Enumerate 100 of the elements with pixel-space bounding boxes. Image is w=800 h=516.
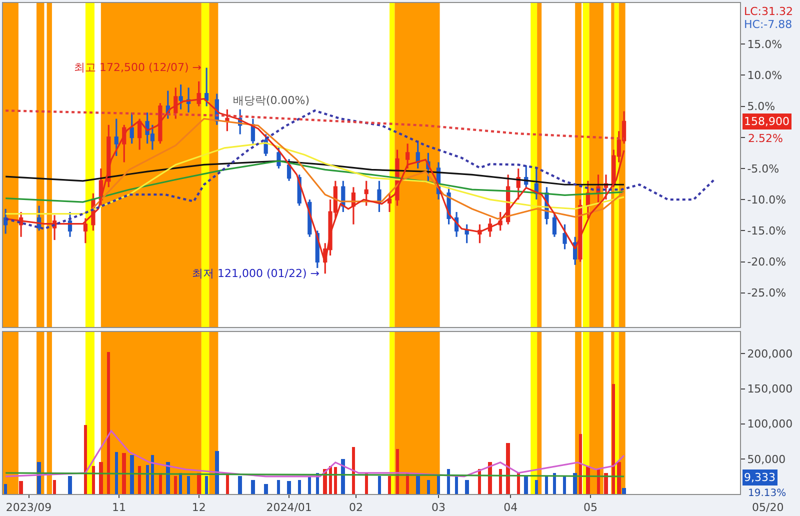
candlestick: [341, 180, 346, 213]
y-tick-label: 50,000: [747, 452, 786, 466]
candlestick: [464, 224, 469, 244]
candlestick: [83, 217, 88, 244]
candlestick: [122, 124, 126, 164]
bar: [53, 480, 56, 494]
bar: [506, 442, 510, 494]
x-tick-label: 04: [504, 501, 518, 514]
bar: [99, 462, 103, 494]
text: 19.13%: [748, 488, 786, 499]
bar: [187, 476, 190, 494]
y-tick-label: 100,000: [747, 418, 793, 431]
annotation: 최저 121,000 (01/22) →: [192, 267, 320, 280]
bar: [517, 472, 520, 494]
bar: [122, 452, 126, 494]
candlestick: [516, 168, 520, 200]
bar: [579, 434, 582, 494]
candlestick: [204, 66, 209, 108]
candlestick: [250, 118, 256, 144]
bar: [251, 480, 255, 494]
bar: [146, 464, 149, 494]
bar: [115, 452, 118, 494]
candlestick: [166, 90, 170, 120]
candlestick: [130, 112, 134, 144]
bar: [622, 488, 626, 494]
y-tick-label: 200,000: [747, 348, 793, 361]
y-tick-label: 10.0%: [747, 69, 782, 82]
bar: [524, 476, 528, 494]
candlestick: [478, 224, 482, 244]
bar: [535, 480, 538, 494]
candlestick: [406, 142, 410, 170]
candlestick: [4, 208, 8, 235]
bar: [68, 476, 72, 494]
bar: [334, 466, 337, 494]
candlestick: [351, 186, 356, 226]
bar: [378, 476, 381, 494]
x-tick-label: 03: [432, 501, 446, 514]
candlestick: [158, 102, 162, 144]
candlestick: [552, 211, 557, 238]
bar: [4, 484, 7, 494]
bar: [427, 480, 430, 494]
candlestick: [488, 217, 492, 238]
candlestick: [114, 118, 118, 157]
x-tick-label: 2023/09: [6, 501, 52, 514]
bar: [604, 472, 608, 494]
candlestick: [276, 146, 281, 170]
line-series: [90, 118, 625, 220]
bar: [447, 468, 450, 494]
bar: [553, 472, 556, 494]
bar: [19, 480, 23, 494]
bar: [92, 466, 95, 494]
bar: [545, 476, 548, 494]
bar: [617, 462, 621, 494]
bar: [151, 454, 154, 494]
text: HC:-7.88: [744, 18, 792, 31]
candlestick: [534, 168, 538, 200]
candlestick: [178, 84, 183, 110]
bar: [396, 448, 399, 494]
line-series: [4, 160, 625, 203]
bar: [130, 454, 134, 494]
line-series: [4, 160, 625, 186]
text: 9,333: [744, 471, 776, 484]
bar: [298, 480, 301, 494]
text: 158,900: [744, 115, 790, 128]
bar: [352, 446, 355, 494]
candlestick: [498, 211, 502, 232]
bar: [138, 466, 141, 494]
bar: [573, 472, 577, 494]
line-series: [4, 110, 626, 140]
bar: [205, 476, 208, 494]
bar: [416, 476, 420, 494]
annotation: 배당락(0.00%): [233, 94, 310, 107]
candlestick: [364, 180, 368, 207]
bar: [238, 476, 242, 494]
candlestick: [18, 211, 24, 238]
text: 05/20: [752, 501, 784, 514]
line-series: [4, 142, 625, 215]
candlestick: [562, 224, 567, 250]
x-tick-label: 11: [112, 501, 126, 514]
bar: [179, 472, 182, 494]
line-series: [4, 110, 716, 230]
text: 2.52%: [748, 132, 783, 145]
x-tick-label: 02: [349, 501, 364, 514]
candlestick: [524, 164, 528, 188]
bar: [264, 484, 268, 494]
candlestick: [586, 180, 590, 220]
bar: [465, 480, 469, 494]
candlestick: [286, 158, 292, 182]
bar: [107, 352, 110, 494]
x-tick-label: 2024/01: [266, 501, 312, 514]
candlestick: [377, 180, 382, 213]
y-tick-label: -25.0%: [747, 286, 786, 300]
y-tick-label: 15.0%: [747, 38, 782, 51]
bar: [586, 466, 590, 494]
candlestick: [604, 174, 608, 200]
bar: [159, 472, 162, 494]
candlestick: [186, 86, 191, 114]
y-tick-label: -10.0%: [747, 193, 786, 206]
bar: [215, 450, 219, 494]
bar: [563, 476, 566, 494]
